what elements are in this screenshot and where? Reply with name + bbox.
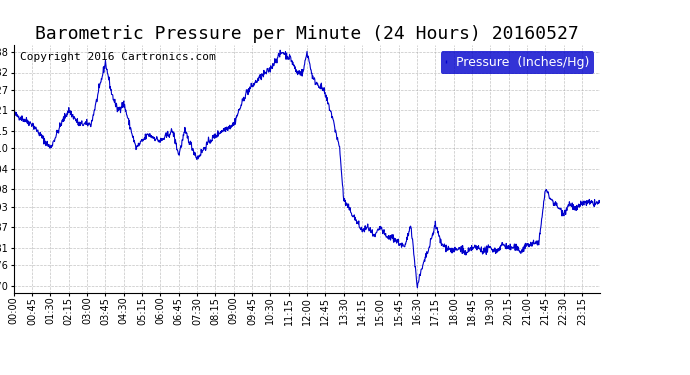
Legend: Pressure  (Inches/Hg): Pressure (Inches/Hg) — [441, 51, 594, 74]
Title: Barometric Pressure per Minute (24 Hours) 20160527: Barometric Pressure per Minute (24 Hours… — [35, 26, 579, 44]
Text: Copyright 2016 Cartronics.com: Copyright 2016 Cartronics.com — [19, 53, 215, 62]
